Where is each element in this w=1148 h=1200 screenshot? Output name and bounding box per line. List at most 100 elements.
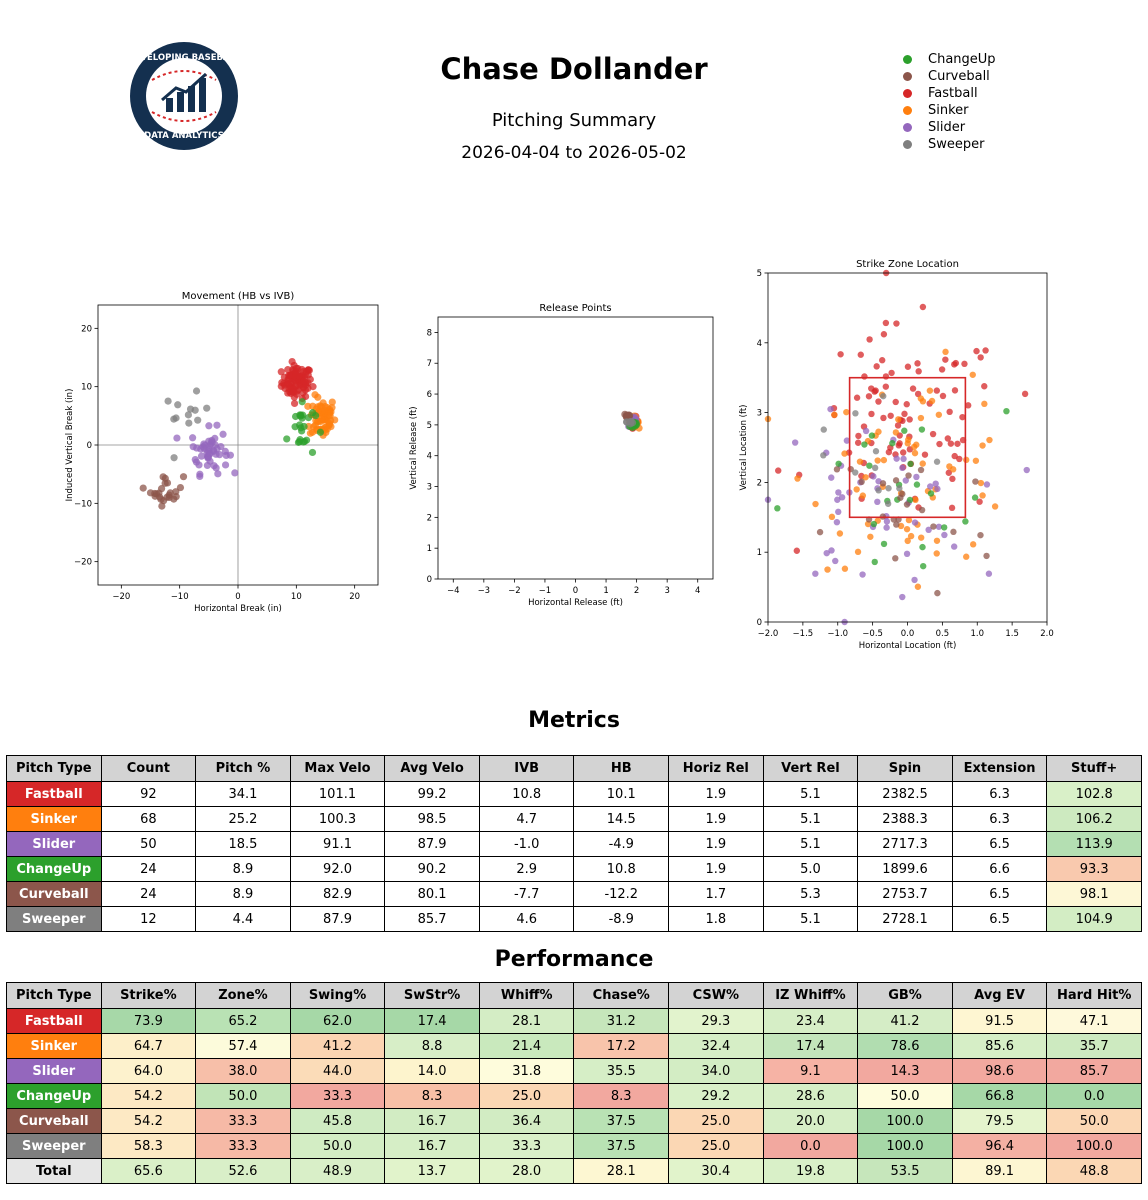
total-row: Total 65.6 52.6 48.9 13.7 28.0 28.1 30.4 19.8 53.… [6,1158,1142,1184]
data-point [853,394,861,401]
table-cell: 1899.6 [857,856,953,882]
table-cell: 1.9 [668,806,764,832]
table-cell: 85.6 [951,1033,1048,1059]
table-cell: 6.5 [951,881,1048,907]
data-point [907,532,915,540]
data-point [905,516,913,524]
table-cell: 58.3 [100,1133,197,1159]
table-cell: 85.7 [1046,1058,1142,1084]
data-point [930,523,937,530]
table-row: Sweeper 12 4.4 87.9 85.7 4.6 -8.9 1.8 5.1 2728.1 6… [6,906,1142,932]
table-cell: 30.4 [668,1158,764,1184]
data-point [899,449,907,456]
data-point [882,373,890,380]
data-point [928,397,936,405]
table-cell: 5.3 [762,881,859,907]
column-header: HB [573,755,670,782]
y-tick-label: 7 [427,359,432,369]
data-point [872,448,880,455]
legend-label: ChangeUp [928,52,996,67]
table-cell: 1.9 [668,781,764,807]
y-tick-label: 2 [757,478,762,488]
data-point [903,550,911,558]
table-cell: -8.9 [573,906,670,932]
logo-top-text: DEVELOPING BASEBALL [128,53,240,63]
data-point [899,593,906,601]
data-point [874,498,881,506]
data-point [192,387,201,395]
data-point [969,541,977,548]
data-point [963,553,970,560]
pitch-type-cell: Sinker [6,806,102,832]
table-cell: 101.1 [289,781,386,807]
data-point [866,336,873,343]
data-point [976,498,983,505]
pitch-type-cell: Slider [6,1058,102,1084]
data-point [913,481,921,488]
data-point [910,443,918,451]
data-point [843,408,850,416]
x-tick-label: −2 [508,586,521,596]
data-point [197,452,206,460]
data-point [936,440,943,448]
table-cell: 64.0 [100,1058,197,1084]
data-point [904,363,912,370]
data-point [852,469,859,476]
data-point [298,398,306,406]
data-point [948,504,956,512]
data-point [139,484,147,492]
data-point [919,543,926,551]
legend-marker [903,72,912,81]
y-tick-label: 3 [427,483,432,493]
data-point [793,547,801,554]
table-row: ChangeUp 24 8.9 92.0 90.2 2.9 10.8 1.9 5.0 1899.6… [6,856,1142,882]
table-cell: 25.2 [195,806,291,832]
table-cell: 17.4 [762,1033,859,1059]
data-point [882,319,890,327]
data-point [875,398,882,405]
data-point [896,440,903,447]
table-cell: 17.2 [573,1033,670,1059]
table-cell: 31.2 [573,1008,670,1034]
data-point [290,388,298,396]
table-cell: 8.3 [573,1083,670,1109]
data-point [917,466,925,474]
table-cell: 35.7 [1046,1033,1142,1059]
table-cell: 5.1 [762,831,859,857]
data-point [875,487,882,494]
data-point [935,523,943,530]
table-cell: 98.5 [384,806,480,832]
table-cell: 4.4 [195,906,291,932]
data-point [856,458,864,465]
data-point [866,462,873,469]
data-point [903,401,910,408]
x-tick-label: 1.5 [1005,629,1019,639]
legend-marker [903,89,912,98]
data-point [870,473,877,480]
table-cell: 82.9 [289,881,386,907]
strike-zone-box [848,376,967,519]
table-cell: 8.9 [195,881,291,907]
data-point [859,492,867,499]
table-cell: 4.6 [478,906,575,932]
table-cell: 10.8 [478,781,575,807]
pitch-type-cell: ChangeUp [6,856,102,882]
data-point [946,408,953,416]
data-point [308,448,317,457]
data-point [214,470,222,478]
data-point [838,494,846,501]
page-subtitle: Pitching Summary [491,110,657,131]
table-cell: 73.9 [100,1008,197,1034]
data-point [894,422,902,429]
data-point [146,489,155,497]
data-point [304,413,313,422]
column-header: Horiz Rel [668,755,764,782]
data-point [913,473,920,481]
data-point [157,485,166,493]
data-point [982,347,989,354]
column-header: Pitch % [195,755,291,782]
table-cell: 50.0 [1046,1108,1142,1134]
movement-chart: Movement (HB vs IVB) −20 −10 0 10 20 −20 −10 0 10… [65,291,379,614]
legend-marker [903,55,912,64]
legend-marker [903,140,912,149]
